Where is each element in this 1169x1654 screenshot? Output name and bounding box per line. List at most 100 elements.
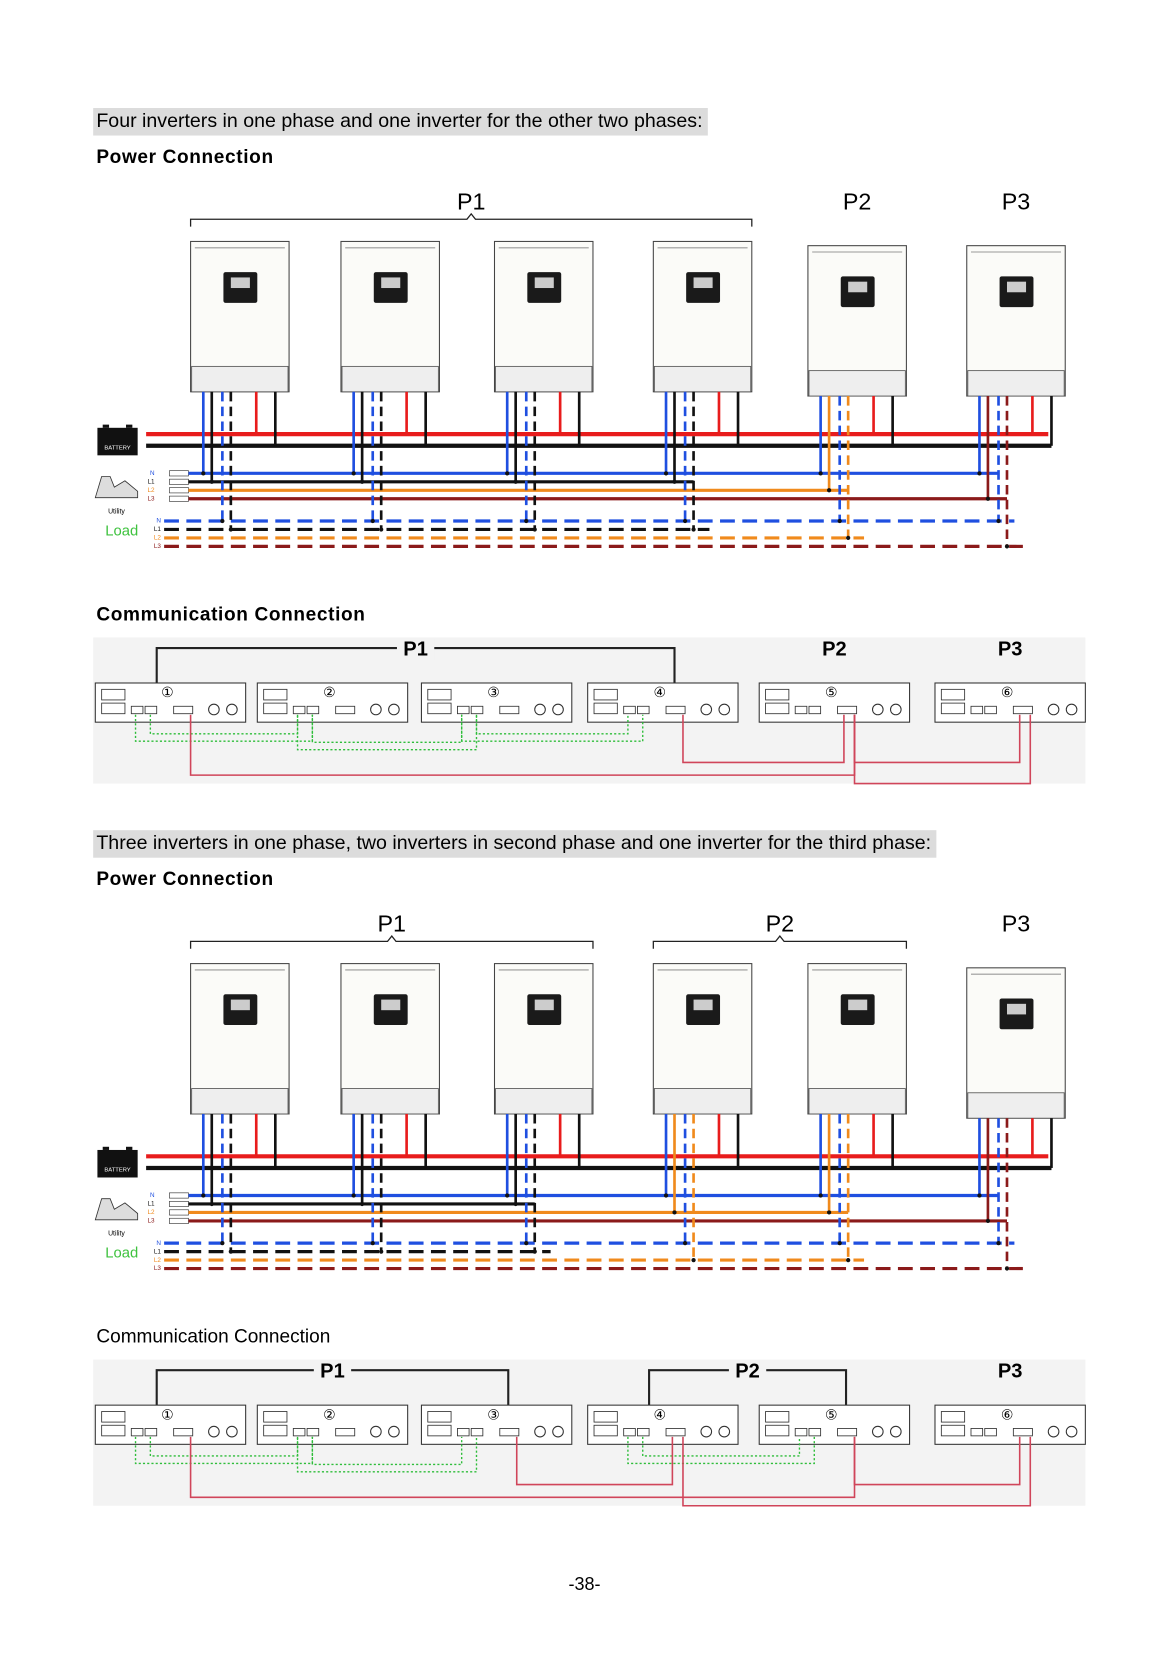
utility-label: Utility	[108, 1230, 125, 1237]
inverter-base	[341, 1088, 439, 1115]
heading-band	[93, 108, 708, 136]
inverter-base	[495, 1088, 593, 1115]
inverter-display	[230, 999, 250, 1011]
inverter-base	[653, 365, 752, 393]
unit-knob	[718, 1425, 731, 1438]
battery-icon	[97, 1149, 138, 1178]
junction	[682, 518, 688, 524]
unit-port	[470, 1428, 484, 1437]
comm-title: Communication Connection	[96, 604, 365, 625]
unit-slot	[765, 702, 790, 715]
unit-slot	[940, 702, 966, 715]
utility-line-label: L3	[148, 1218, 156, 1225]
breaker	[169, 487, 189, 494]
junction	[220, 518, 225, 524]
phase-link	[682, 714, 845, 764]
unit-number: ②	[323, 685, 335, 700]
unit-knob	[370, 1425, 382, 1438]
unit-port	[837, 705, 858, 715]
inverter-display	[848, 281, 868, 293]
junction	[826, 488, 832, 493]
unit-slot	[940, 688, 966, 701]
inverter-base	[341, 365, 439, 393]
utility-label: Utility	[108, 508, 125, 515]
utility-line-label: L1	[148, 478, 156, 485]
utility-icon	[94, 1198, 139, 1221]
load-line-label: L3	[154, 1265, 162, 1272]
junction	[837, 518, 842, 524]
group-label: P1	[320, 1361, 345, 1383]
unit-knob	[718, 703, 731, 716]
unit-number: ①	[161, 1407, 173, 1422]
utility-line-label: L2	[148, 487, 156, 494]
unit-port	[499, 705, 520, 715]
breaker	[169, 1200, 189, 1207]
battery-terminal	[126, 424, 133, 428]
junction	[672, 479, 677, 484]
utility-line-label: L1	[148, 1201, 156, 1208]
parallel-link	[627, 1436, 815, 1465]
unit-knob	[889, 1425, 902, 1438]
junction	[505, 471, 510, 476]
group-label: P3	[998, 1361, 1023, 1383]
inverter-base	[191, 365, 289, 393]
junction	[524, 518, 529, 524]
inverter-display	[230, 277, 250, 289]
junction	[985, 496, 991, 501]
comm-title: Communication Connection	[96, 1326, 330, 1347]
junction	[1004, 1266, 1010, 1271]
phase-link	[682, 1436, 1032, 1507]
inverter-display	[381, 999, 401, 1011]
utility-line-label: N	[150, 1192, 155, 1199]
unit-port	[130, 1428, 144, 1437]
unit-slot	[101, 1411, 126, 1423]
unit-port	[637, 705, 650, 715]
battery-terminal	[126, 1146, 133, 1150]
load-line-label: L2	[154, 1257, 162, 1264]
phase-label: P1	[457, 188, 485, 214]
junction	[977, 1193, 982, 1198]
unit-port	[306, 1428, 320, 1437]
parallel-link	[296, 1436, 478, 1473]
junction	[1004, 544, 1010, 549]
phase-bracket	[189, 935, 594, 949]
unit-number: ④	[654, 685, 666, 700]
unit-knob	[226, 1425, 238, 1438]
unit-slot	[427, 702, 452, 715]
unit-knob	[552, 1425, 564, 1438]
junction	[663, 471, 669, 476]
unit-port	[970, 1428, 984, 1437]
unit-knob	[1065, 703, 1078, 716]
unit-knob	[700, 703, 713, 716]
unit-number: ①	[161, 685, 173, 700]
load-line-label: N	[156, 1240, 161, 1247]
breaker	[169, 470, 189, 477]
unit-port	[173, 1428, 194, 1437]
phase-bracket	[652, 935, 908, 949]
unit-slot	[940, 1424, 966, 1437]
unit-slot	[263, 702, 288, 715]
junction	[818, 1193, 823, 1198]
unit-port	[970, 705, 984, 715]
unit-knob	[208, 703, 220, 716]
unit-knob	[388, 703, 400, 716]
unit-port	[144, 1428, 158, 1437]
junction	[201, 471, 206, 476]
inverter-base	[808, 370, 906, 397]
label-gap	[313, 1360, 352, 1383]
unit-port	[984, 1428, 997, 1437]
junction	[370, 1241, 375, 1246]
unit-number: ③	[487, 1407, 499, 1422]
unit-number: ④	[654, 1407, 666, 1422]
battery-label: BATTERY	[104, 445, 130, 451]
load-line-label: L2	[154, 535, 162, 542]
junction	[818, 471, 823, 476]
unit-port	[637, 1428, 650, 1437]
unit-port	[665, 705, 686, 715]
unit-number: ⑤	[825, 685, 837, 700]
junction	[977, 471, 982, 476]
junction	[532, 527, 537, 532]
unit-slot	[263, 688, 288, 701]
unit-slot	[427, 1424, 452, 1437]
